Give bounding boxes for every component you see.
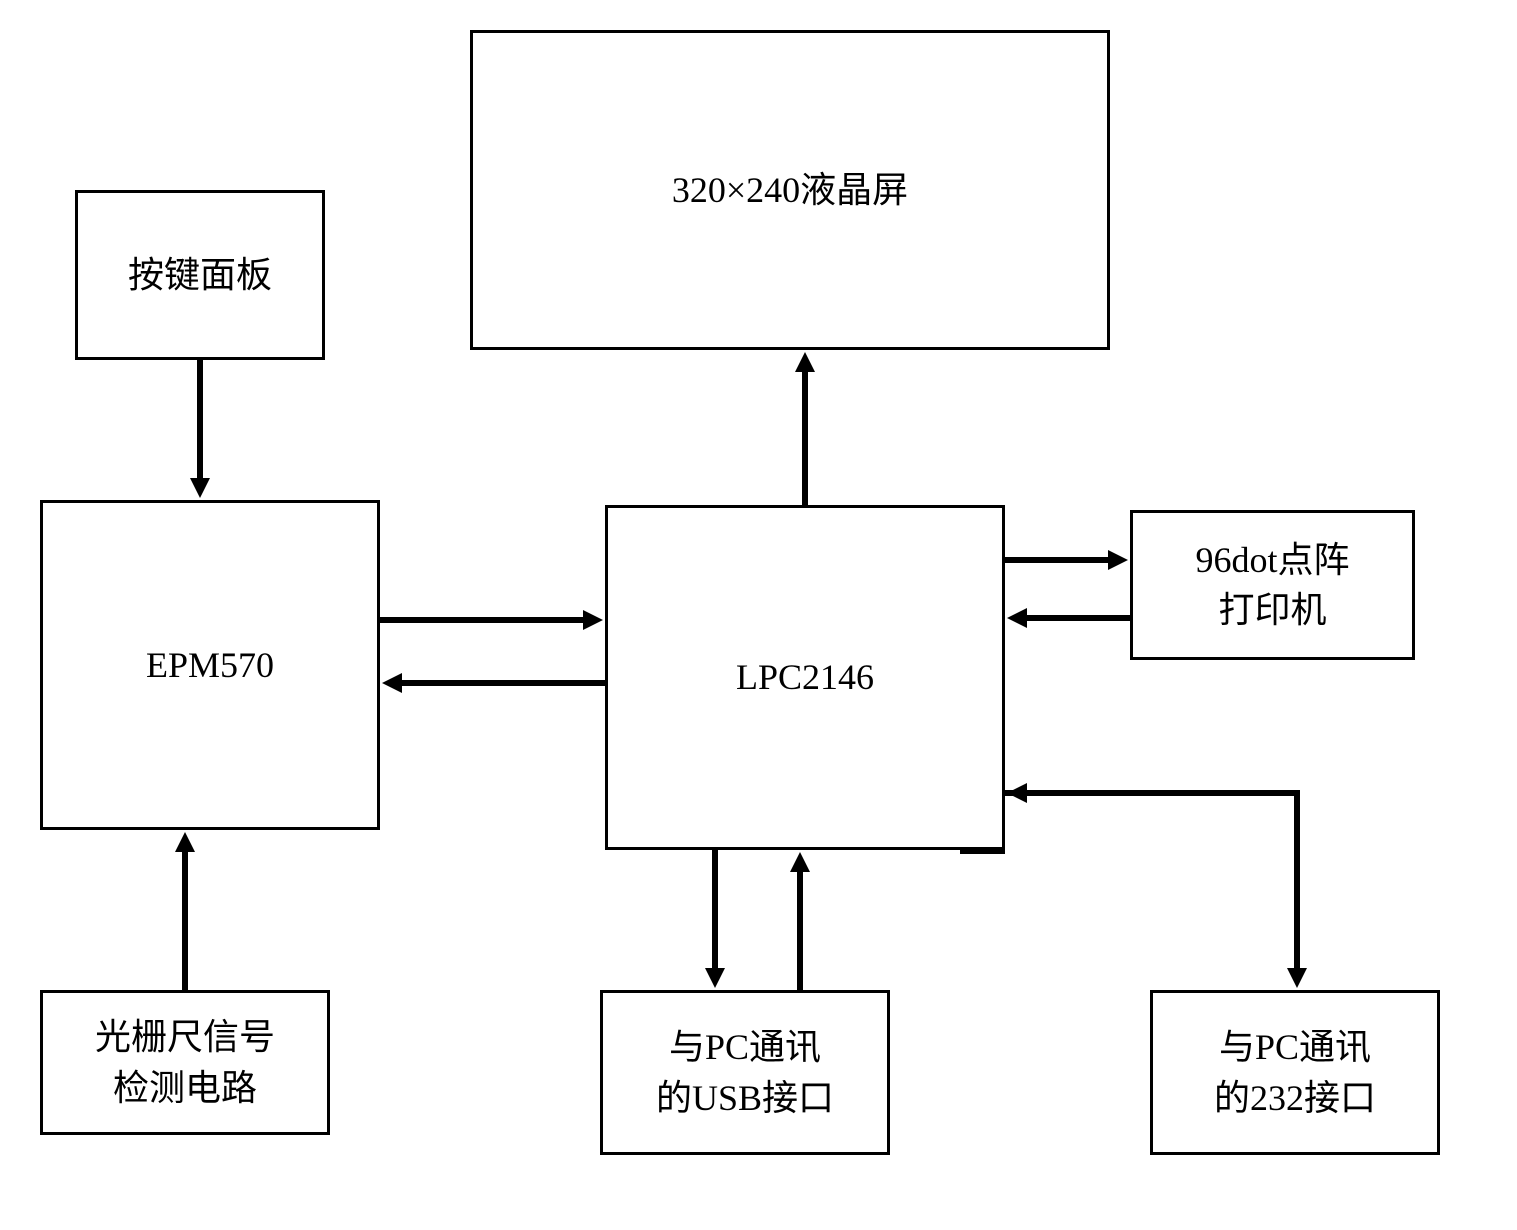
arrow-lpc-printer-right xyxy=(1005,557,1110,563)
rs232-label: 与PC通讯 的232接口 xyxy=(1214,1022,1376,1123)
arrow-lpc-epm-left xyxy=(400,680,605,686)
printer-label: 96dot点阵 打印机 xyxy=(1195,535,1349,636)
arrow-lpc-lcd xyxy=(802,370,808,505)
arrow-lpc-usb-down xyxy=(712,850,718,970)
lcd-label: 320×240液晶屏 xyxy=(672,165,908,215)
lpc2146-label: LPC2146 xyxy=(736,652,874,702)
keypad-label: 按键面板 xyxy=(128,250,272,300)
epm570-box: EPM570 xyxy=(40,500,380,830)
arrow-lpc-rs232-h xyxy=(1005,790,1300,796)
arrow-head-usb-lpc-up xyxy=(790,852,810,872)
arrow-head-lpc-printer-right xyxy=(1108,550,1128,570)
arrow-lpc-rs232-v xyxy=(1294,790,1300,970)
arrow-head-epm-lpc-right xyxy=(583,610,603,630)
arrow-epm-lpc-right xyxy=(380,617,585,623)
arrow-head-lpc-usb-down xyxy=(705,968,725,988)
lpc2146-box: LPC2146 xyxy=(605,505,1005,850)
arrow-usb-lpc-up xyxy=(797,870,803,990)
arrow-keypad-epm570 xyxy=(197,360,203,480)
printer-box: 96dot点阵 打印机 xyxy=(1130,510,1415,660)
rs232-box: 与PC通讯 的232接口 xyxy=(1150,990,1440,1155)
grating-box: 光栅尺信号 检测电路 xyxy=(40,990,330,1135)
epm570-label: EPM570 xyxy=(146,640,274,690)
arrow-printer-lpc-left xyxy=(1025,615,1130,621)
arrow-head-lpc-rs232-down xyxy=(1287,968,1307,988)
arrow-head-keypad-epm570 xyxy=(190,478,210,498)
keypad-box: 按键面板 xyxy=(75,190,325,360)
arrow-head-grating-epm570 xyxy=(175,832,195,852)
arrow-head-printer-lpc-left xyxy=(1007,608,1027,628)
usb-box: 与PC通讯 的USB接口 xyxy=(600,990,890,1155)
usb-label: 与PC通讯 的USB接口 xyxy=(656,1022,834,1123)
grating-label: 光栅尺信号 检测电路 xyxy=(95,1012,275,1113)
arrow-grating-epm570 xyxy=(182,850,188,990)
arrow-head-lpc-epm-left xyxy=(382,673,402,693)
arrow-lpc-rs232-h2 xyxy=(960,848,1005,854)
lcd-box: 320×240液晶屏 xyxy=(470,30,1110,350)
arrow-head-rs232-lpc xyxy=(1007,783,1027,803)
arrow-head-lpc-lcd xyxy=(795,352,815,372)
arrow-lpc-rs232-v2start xyxy=(960,848,966,854)
